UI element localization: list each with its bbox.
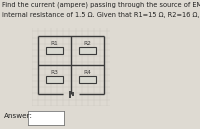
Text: R4: R4 bbox=[83, 70, 91, 75]
Bar bbox=[46, 76, 63, 83]
Text: R1: R1 bbox=[51, 41, 59, 46]
Text: R3: R3 bbox=[51, 70, 59, 75]
Bar bbox=[79, 76, 96, 83]
Text: R2: R2 bbox=[83, 41, 91, 46]
Text: Answer:: Answer: bbox=[4, 113, 33, 119]
Bar bbox=[46, 47, 63, 54]
Text: Find the current (ampere) passing through the source of EMF = 18 V having an: Find the current (ampere) passing throug… bbox=[2, 1, 200, 8]
Text: internal resistance of 1.5 Ω. Given that R1=15 Ω, R2=16 Ω, R3=33 Ω, R4=35 Ω: internal resistance of 1.5 Ω. Given that… bbox=[2, 12, 200, 18]
Bar bbox=[79, 47, 96, 54]
